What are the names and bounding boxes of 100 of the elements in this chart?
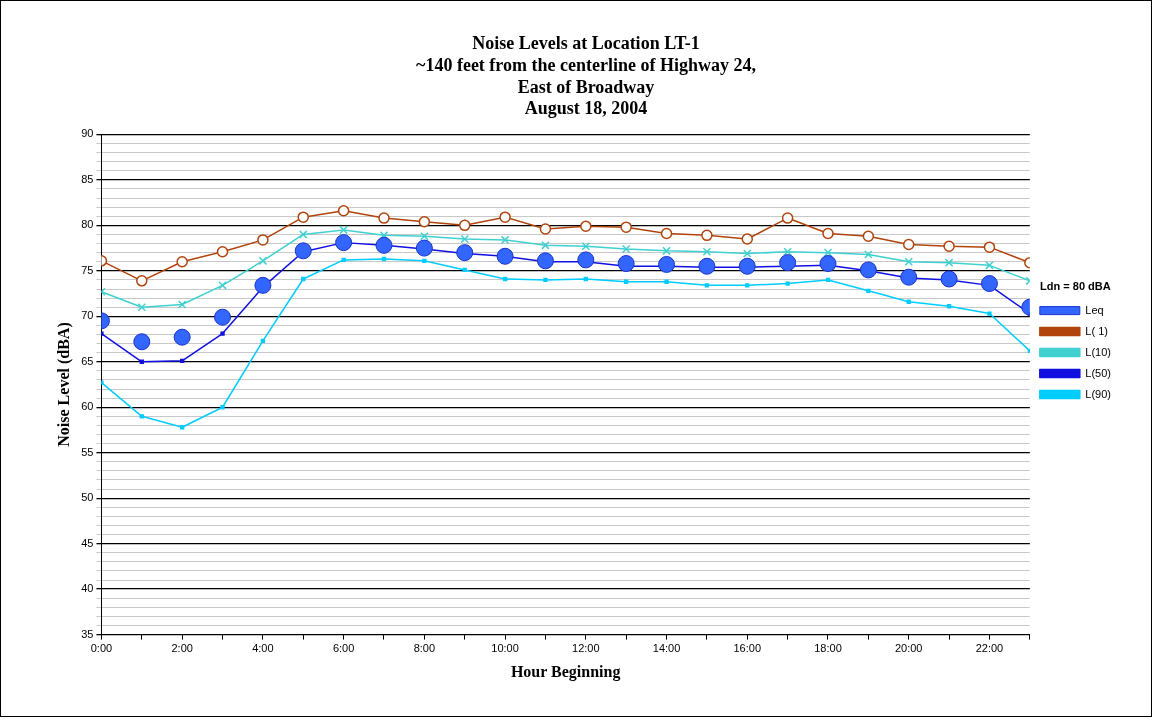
text: Noise Levels at Location LT-1 (472, 33, 700, 54)
point (536, 252, 554, 270)
point (339, 225, 348, 235)
point (460, 234, 469, 244)
text: ~140 feet from the centerline of Highway 24, (416, 55, 756, 76)
legend-label: L(90) (1085, 387, 1112, 400)
point (866, 288, 871, 293)
legend-title: Ldn = 80 dBA (1040, 280, 1111, 293)
point (415, 239, 433, 257)
point (180, 425, 185, 430)
point (177, 300, 187, 309)
point (173, 328, 191, 346)
point (620, 221, 632, 233)
point (378, 212, 390, 224)
point (500, 235, 510, 245)
point (900, 268, 918, 286)
point (258, 256, 268, 266)
y-tick-label: 70 (81, 309, 94, 322)
point (859, 261, 877, 279)
point (664, 279, 669, 284)
point (176, 255, 188, 268)
x-tick-label: 0:00 (90, 642, 113, 655)
x-tick-label: 16:00 (733, 642, 762, 655)
point (862, 230, 875, 243)
point (985, 261, 994, 270)
point (137, 302, 147, 312)
point (742, 249, 752, 258)
point (499, 211, 511, 223)
point (418, 215, 431, 228)
point (983, 241, 996, 253)
point (541, 241, 550, 250)
point (864, 250, 873, 259)
point (781, 212, 794, 224)
text: East of Broadway (517, 76, 655, 97)
point (701, 229, 713, 242)
point (825, 277, 831, 283)
point (422, 258, 427, 263)
point (218, 281, 227, 290)
point (458, 219, 471, 232)
y-tick-label: 40 (81, 582, 94, 595)
point (456, 244, 474, 262)
point (539, 223, 552, 235)
point (779, 254, 797, 272)
point (294, 242, 312, 260)
point (133, 333, 151, 351)
point (577, 251, 595, 269)
y-tick-label: 35 (81, 627, 94, 640)
point (254, 276, 272, 294)
point (379, 231, 389, 240)
point (741, 233, 754, 245)
point (341, 257, 346, 263)
point (904, 257, 914, 267)
y-tick-label: 45 (81, 536, 94, 549)
x-tick-label: 8:00 (413, 642, 436, 655)
x-tick-label: 6:00 (332, 642, 355, 655)
point (822, 227, 834, 240)
x-tick-label: 18:00 (814, 642, 842, 655)
point (980, 275, 998, 293)
y-tick-label: 65 (81, 354, 94, 367)
point (101, 380, 104, 385)
point (101, 331, 104, 336)
point (298, 230, 308, 239)
point (738, 257, 756, 275)
point (580, 220, 592, 233)
text: August 18, 2004 (524, 98, 648, 119)
point (944, 258, 954, 267)
point (420, 231, 429, 241)
x-axis-title: Hour Beginning (510, 662, 621, 681)
point (902, 238, 915, 251)
point (297, 211, 310, 223)
y-tick-label: 75 (81, 263, 94, 276)
point (381, 256, 387, 262)
point (216, 245, 229, 258)
point (621, 244, 631, 254)
legend-label: L(10) (1085, 345, 1112, 358)
point (823, 248, 833, 257)
y-tick-label: 50 (81, 491, 94, 504)
point (180, 358, 185, 364)
point (301, 276, 306, 282)
point (502, 276, 508, 282)
x-tick-label: 20:00 (894, 642, 923, 655)
legend-label: L( 1) (1085, 324, 1108, 337)
point (375, 236, 393, 254)
point (987, 311, 992, 316)
point (260, 338, 266, 344)
point (220, 331, 225, 336)
legend-label: Leq (1085, 303, 1104, 316)
y-tick-label: 90 (81, 127, 94, 140)
point (257, 234, 269, 246)
y-tick-label: 55 (81, 445, 94, 458)
point (940, 270, 958, 288)
point (785, 281, 790, 286)
point (943, 240, 955, 253)
x-tick-label: 14:00 (652, 642, 681, 655)
y-tick-label: 80 (81, 218, 94, 231)
point (658, 255, 676, 273)
x-tick-label: 12:00 (572, 642, 600, 655)
x-tick-label: 4:00 (252, 642, 274, 655)
point (337, 205, 350, 217)
point (214, 308, 232, 326)
